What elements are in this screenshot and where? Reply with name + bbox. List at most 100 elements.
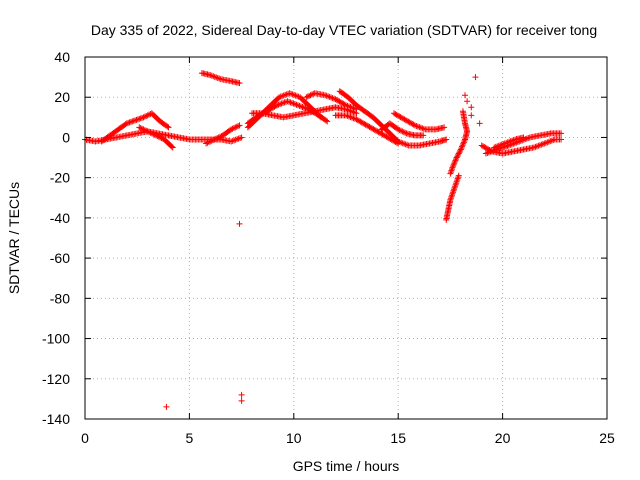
data-point xyxy=(539,141,546,148)
x-tick-label: 10 xyxy=(286,430,302,446)
data-point xyxy=(230,125,237,132)
data-point xyxy=(214,74,221,81)
y-axis-label: SDTVAR / TECUs xyxy=(6,182,22,294)
data-point xyxy=(211,73,218,80)
data-point xyxy=(419,125,426,132)
data-point xyxy=(498,141,505,148)
data-point xyxy=(501,140,508,147)
data-point xyxy=(284,98,291,105)
data-point xyxy=(212,135,219,142)
data-point xyxy=(137,115,144,122)
data-point xyxy=(417,124,424,131)
data-point xyxy=(487,148,494,155)
data-point xyxy=(205,139,212,146)
plot-frame xyxy=(84,56,608,420)
data-point xyxy=(450,163,457,170)
data-point xyxy=(509,137,516,144)
data-point xyxy=(491,144,498,151)
y-tick-label: -80 xyxy=(50,290,70,306)
data-point xyxy=(238,391,245,398)
data-point xyxy=(210,137,217,144)
data-point xyxy=(163,403,170,410)
data-point xyxy=(548,137,555,144)
y-tick-label: -40 xyxy=(50,210,70,226)
y-tick-labels: 40 20 0 -20 -40 -60 -80 -100 -120 -140 xyxy=(42,49,70,427)
data-point xyxy=(281,99,288,106)
y-tick-label: 0 xyxy=(62,129,70,145)
chart-title: Day 335 of 2022, Sidereal Day-to-day VTE… xyxy=(91,22,597,38)
data-point xyxy=(286,90,293,97)
data-point xyxy=(347,103,354,110)
data-point xyxy=(276,94,283,101)
data-point xyxy=(459,108,466,115)
data-point xyxy=(323,117,330,124)
data-point xyxy=(410,121,417,128)
data-point xyxy=(416,124,423,131)
data-point xyxy=(280,92,287,99)
series-dip xyxy=(443,172,462,223)
data-point xyxy=(122,121,129,128)
data-point xyxy=(292,92,299,99)
data-point xyxy=(126,119,133,126)
data-point xyxy=(459,142,466,149)
data-point xyxy=(238,134,245,141)
data-point xyxy=(151,131,158,138)
data-point xyxy=(550,137,557,144)
data-point xyxy=(482,150,489,157)
data-point xyxy=(164,123,171,130)
data-point xyxy=(289,99,296,106)
data-point xyxy=(234,136,241,143)
data-point xyxy=(231,137,238,144)
data-point xyxy=(347,114,354,121)
data-point xyxy=(235,135,242,142)
data-point xyxy=(322,92,329,99)
data-point xyxy=(457,147,464,154)
data-point xyxy=(462,92,469,99)
data-point xyxy=(141,113,148,120)
data-point xyxy=(152,132,159,139)
data-point xyxy=(214,135,221,142)
data-point xyxy=(350,115,357,122)
data-point xyxy=(458,145,465,152)
data-point xyxy=(461,137,468,144)
x-tick-label: 5 xyxy=(186,430,194,446)
data-point xyxy=(134,116,141,123)
data-point xyxy=(395,126,402,133)
data-point xyxy=(414,123,421,130)
data-point xyxy=(545,138,552,145)
data-point xyxy=(443,136,450,143)
data-point xyxy=(510,137,517,144)
data-point xyxy=(282,91,289,98)
series-early-isolated xyxy=(198,70,243,87)
data-point xyxy=(535,142,542,149)
y-tick-label: 20 xyxy=(54,89,70,105)
data-point xyxy=(236,122,243,129)
data-point xyxy=(351,115,358,122)
data-point xyxy=(237,135,244,142)
data-point xyxy=(213,74,220,81)
data-point xyxy=(490,147,497,154)
data-point xyxy=(144,112,151,119)
series-spikes xyxy=(462,74,483,127)
data-point xyxy=(492,143,499,150)
data-point xyxy=(132,117,139,124)
data-point xyxy=(348,114,355,121)
x-tick-labels: 0 5 10 15 20 25 xyxy=(81,430,615,446)
data-point xyxy=(413,122,420,129)
data-point xyxy=(450,161,457,168)
data-point xyxy=(294,93,301,100)
data-point xyxy=(303,105,310,112)
data-point xyxy=(168,143,175,150)
data-point xyxy=(208,137,215,144)
data-point xyxy=(288,90,295,97)
data-point xyxy=(299,103,306,110)
data-point xyxy=(275,101,282,108)
data-point xyxy=(207,72,214,79)
series-early-fall xyxy=(136,124,176,151)
data-point xyxy=(393,139,400,146)
data-point xyxy=(291,101,298,108)
data-point xyxy=(455,151,462,158)
data-point xyxy=(504,139,511,146)
data-point xyxy=(401,140,408,147)
